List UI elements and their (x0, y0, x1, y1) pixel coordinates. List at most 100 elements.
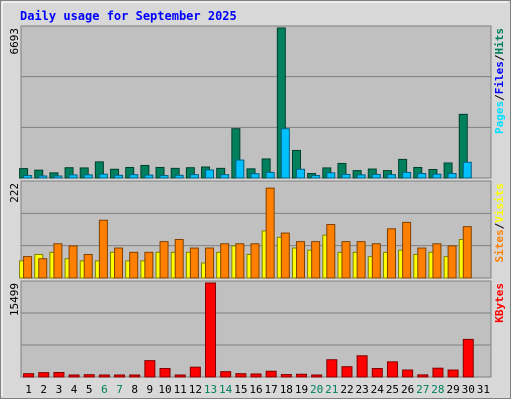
bar-sites (356, 241, 366, 279)
chart-title: Daily usage for September 2025 (20, 9, 237, 23)
bar-kbytes (326, 359, 338, 378)
bar-kbytes (23, 373, 35, 378)
bar-kbytes (462, 338, 474, 378)
panel-visits-sites: 222 Sites/Visits (8, 180, 506, 279)
bar-sites (174, 238, 184, 279)
bar-sites (371, 243, 381, 279)
x-tick-label: 17 (265, 383, 278, 396)
bar-files (189, 174, 199, 179)
x-tick-label: 29 (446, 383, 459, 396)
bar-kbytes (250, 373, 262, 378)
bar-sites (447, 245, 457, 279)
panel-kbytes: 15499 KBytes (8, 280, 506, 378)
legend: Pages/Files/Hits (493, 28, 506, 134)
bar-files (250, 173, 260, 179)
bar-files (386, 174, 396, 179)
x-tick-label: 10 (158, 383, 171, 396)
bar-kbytes (447, 369, 459, 378)
legend-entry: Hits (493, 28, 506, 55)
bar-sites (386, 228, 396, 279)
bar-files (98, 173, 108, 179)
bar-files (159, 175, 169, 179)
bar-kbytes (98, 374, 110, 378)
x-tick-label: 3 (56, 383, 63, 396)
bar-kbytes (386, 361, 398, 378)
x-tick-label: 23 (356, 383, 369, 396)
bar-kbytes (356, 355, 368, 378)
bar-kbytes (189, 366, 201, 378)
legend-entry: Visits (493, 183, 506, 223)
bar-sites (114, 247, 124, 279)
bar-files (295, 168, 305, 179)
bar-kbytes (265, 370, 277, 378)
bar-sites (68, 245, 78, 279)
bar-kbytes (220, 371, 232, 378)
panels-group: 6693Pages/Files/Hits222Sites/Visits15499… (8, 25, 506, 378)
bar-files (371, 173, 381, 179)
x-tick-label: 7 (116, 383, 123, 396)
x-tick-label: 6 (101, 383, 108, 396)
x-tick-label: 20 (310, 383, 323, 396)
bar-sites (23, 256, 33, 279)
bar-files (280, 128, 290, 179)
panel-background (20, 25, 492, 179)
bar-files (356, 174, 366, 179)
x-tick-label: 5 (86, 383, 93, 396)
bar-kbytes (159, 368, 171, 378)
bar-sites (235, 243, 245, 279)
bar-kbytes (417, 374, 429, 378)
panel-background (20, 280, 492, 378)
bar-sites (295, 241, 305, 279)
bar-sites (462, 226, 472, 279)
x-tick-label: 14 (219, 383, 233, 396)
bar-sites (98, 219, 108, 279)
bar-sites (38, 258, 48, 279)
bar-sites (402, 221, 412, 279)
bar-files (144, 174, 154, 179)
bar-kbytes (83, 374, 95, 378)
bar-files (326, 172, 336, 179)
x-tick-label: 21 (325, 383, 338, 396)
bar-sites (326, 224, 336, 279)
legend-entry: / (493, 94, 506, 101)
bar-kbytes (432, 367, 444, 378)
bar-sites (83, 253, 93, 279)
bar-files (205, 169, 215, 179)
bar-kbytes (174, 374, 186, 378)
x-tick-label: 24 (371, 383, 385, 396)
x-tick-label: 11 (174, 383, 187, 396)
bar-files (311, 175, 321, 179)
legend: Sites/Visits (493, 183, 506, 263)
x-tick-label: 13 (204, 383, 217, 396)
bar-kbytes (371, 368, 383, 378)
x-tick-label: 15 (234, 383, 247, 396)
x-tick-label: 26 (401, 383, 414, 396)
bar-sites (417, 247, 427, 279)
x-tick-label: 9 (147, 383, 154, 396)
x-tick-label: 22 (340, 383, 353, 396)
bar-kbytes (114, 374, 126, 378)
bar-kbytes (38, 372, 50, 378)
bar-files (220, 174, 230, 179)
bar-sites (53, 243, 63, 279)
legend-entry: Pages (493, 101, 506, 134)
x-tick-label: 18 (280, 383, 293, 396)
bar-kbytes (129, 374, 141, 378)
bar-files (402, 171, 412, 179)
legend-entry: / (493, 54, 506, 61)
x-tick-label: 30 (462, 383, 475, 396)
bar-sites (341, 241, 351, 279)
bar-kbytes (53, 372, 65, 378)
bar-kbytes (341, 366, 353, 378)
bar-kbytes (235, 373, 247, 378)
x-tick-label: 28 (431, 383, 444, 396)
bar-files (447, 173, 457, 179)
y-max-label: 15499 (8, 283, 21, 316)
x-tick-label: 16 (249, 383, 262, 396)
x-tick-label: 1 (25, 383, 32, 396)
legend-entry: / (493, 222, 506, 229)
x-tick-label: 2 (40, 383, 47, 396)
x-tick-label: 25 (386, 383, 399, 396)
